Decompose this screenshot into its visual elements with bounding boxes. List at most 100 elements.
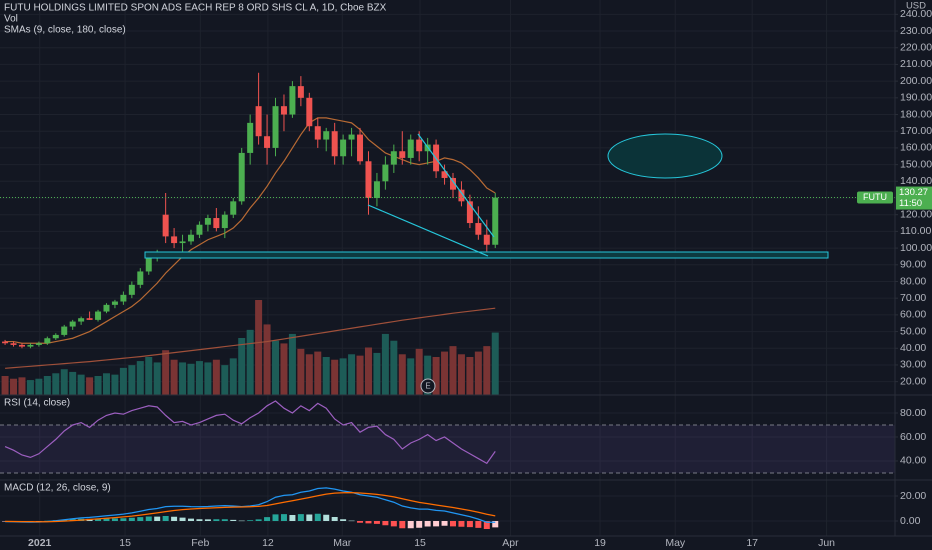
histogram-bar [2, 521, 9, 522]
histogram-bar [390, 521, 397, 527]
volume-bar [18, 377, 26, 395]
currency: USD [906, 1, 926, 12]
candle-body [399, 151, 406, 158]
candle-body [492, 197, 499, 245]
y-tick-label: 190.00 [900, 92, 932, 104]
histogram-bar [458, 521, 465, 527]
candle-body [441, 171, 448, 178]
drawings [144, 133, 829, 259]
volume-bar [457, 354, 465, 395]
symbol-label: FUTU [863, 192, 887, 202]
earnings-marker[interactable] [420, 378, 436, 394]
candle-body [120, 294, 127, 302]
volume-bar [77, 374, 85, 395]
price-tag [896, 186, 932, 210]
candle-body [475, 223, 482, 235]
volume-bar [111, 374, 119, 395]
volume-bar [449, 346, 457, 395]
candle-body [280, 106, 287, 115]
histogram-bar [111, 518, 118, 521]
y-tick-label: 230.00 [900, 25, 932, 37]
chart-title: FUTU HOLDINGS LIMITED SPON ADS EACH REP … [4, 3, 387, 14]
candle-body [297, 86, 304, 98]
candle-body [306, 97, 313, 127]
volume-bar [60, 369, 68, 395]
candle-body [272, 106, 279, 148]
volume-bar [415, 348, 423, 395]
x-tick-label: 15 [414, 537, 426, 549]
volume-bar [398, 354, 406, 395]
volume-bar [162, 350, 170, 395]
volume-bar [153, 362, 161, 395]
histogram-bar [247, 520, 254, 521]
symbol-tag [857, 191, 893, 204]
candle-body [247, 122, 254, 153]
histogram-bar [221, 519, 228, 521]
histogram-bar [475, 521, 482, 528]
volume-bar [221, 365, 229, 395]
histogram-bar [331, 517, 338, 521]
x-tick-label: Apr [502, 537, 519, 549]
histogram-bar [297, 514, 304, 521]
candle-body [145, 256, 152, 272]
histogram-bar [357, 521, 364, 523]
histogram-bar [137, 517, 144, 521]
volume-bar [212, 359, 220, 395]
candle-body [255, 106, 262, 137]
candle-body [10, 343, 17, 345]
volume-bar [246, 329, 254, 395]
candle-body [407, 139, 414, 158]
candle-body [458, 189, 465, 202]
histogram-bar [416, 521, 423, 528]
y-tick-label: 70.00 [900, 292, 926, 304]
candle-body [365, 161, 372, 198]
volume-bar [407, 358, 415, 395]
y-tick-label: 60.00 [900, 431, 926, 443]
countdown: 11:50 [899, 198, 922, 209]
volume-bar [263, 324, 271, 395]
candle-body [323, 131, 330, 140]
histogram-bar [365, 521, 372, 524]
candle-body [44, 338, 51, 344]
histogram-bar [188, 518, 195, 521]
candle-body [103, 304, 110, 312]
indicator-line [5, 117, 496, 344]
histogram-bar [272, 514, 279, 521]
candle-body [61, 326, 68, 335]
volume-bar [314, 351, 322, 395]
candle-body [86, 318, 93, 320]
candle-body [238, 152, 245, 202]
volume-label: Vol [4, 14, 18, 25]
histogram-bar [348, 520, 355, 522]
indicator-line [5, 492, 496, 523]
volume-bar [331, 359, 339, 395]
histogram-bar [154, 516, 161, 521]
y-tick-label: 120.00 [900, 208, 932, 220]
histogram-bar [120, 518, 127, 521]
volume-bar [441, 351, 449, 395]
histogram-bar [314, 513, 321, 521]
earnings-label: E [425, 382, 430, 391]
volume-bar [348, 354, 356, 395]
histogram-bar [441, 521, 448, 526]
candle-body [357, 134, 364, 162]
histogram-bar [424, 521, 431, 527]
candle-body [213, 218, 220, 229]
candle-body [289, 86, 296, 115]
candle-body [373, 181, 380, 198]
volume-bar [170, 359, 178, 395]
volume-bar [364, 347, 372, 395]
candle-body [78, 318, 85, 322]
y-tick-label: 80.00 [900, 275, 926, 287]
x-tick-label: 17 [746, 537, 758, 549]
candle-body [230, 201, 237, 215]
volume-bar [69, 371, 77, 395]
target-ellipse [607, 133, 723, 179]
y-tick-label: 170.00 [900, 125, 932, 137]
y-tick-label: 50.00 [900, 325, 926, 337]
y-tick-label: 80.00 [900, 407, 926, 419]
histogram-bar [433, 521, 440, 527]
histogram-bar [492, 521, 499, 528]
y-tick-label: 30.00 [900, 359, 926, 371]
